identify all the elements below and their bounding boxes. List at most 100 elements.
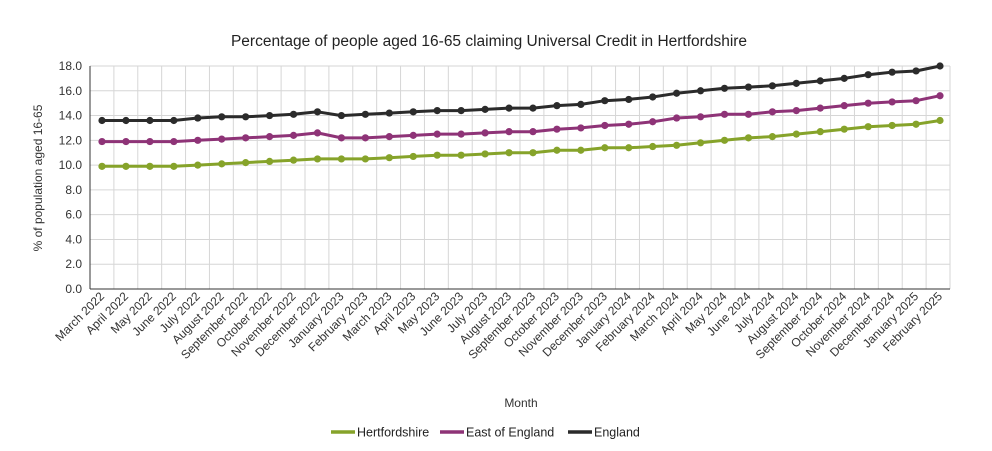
data-point-east-of-england: [816, 104, 824, 112]
data-point-east-of-england: [912, 97, 920, 105]
y-tick-label: 14.0: [59, 109, 83, 123]
data-point-hertfordshire: [792, 130, 800, 138]
data-point-hertfordshire: [194, 161, 202, 169]
data-point-east-of-england: [433, 130, 441, 138]
data-point-england: [242, 113, 250, 121]
y-tick-label: 18.0: [59, 59, 83, 73]
y-tick-label: 4.0: [65, 232, 82, 246]
data-point-hertfordshire: [146, 162, 154, 170]
y-tick-label: 10.0: [59, 158, 83, 172]
data-point-england: [266, 111, 274, 120]
chart-title: Percentage of people aged 16-65 claiming…: [231, 33, 747, 50]
data-point-hertfordshire: [313, 155, 322, 163]
data-point-east-of-england: [577, 124, 585, 132]
data-point-hertfordshire: [481, 150, 489, 158]
data-point-england: [481, 105, 489, 113]
data-point-east-of-england: [242, 134, 250, 142]
legend-label: East of England: [466, 426, 554, 440]
data-point-hertfordshire: [744, 134, 753, 142]
data-point-england: [505, 104, 513, 112]
data-point-east-of-england: [457, 130, 465, 138]
data-point-east-of-england: [840, 102, 848, 110]
data-point-england: [457, 107, 465, 115]
data-point-england: [768, 82, 777, 90]
data-point-hertfordshire: [218, 160, 226, 168]
data-point-hertfordshire: [361, 155, 369, 163]
y-tick-label: 16.0: [59, 84, 83, 98]
data-point-hertfordshire: [936, 116, 944, 125]
legend-item-hertfordshire: Hertfordshire: [331, 426, 429, 440]
data-point-east-of-england: [720, 110, 729, 118]
legend-item-east-of-england: East of England: [440, 426, 554, 440]
data-point-hertfordshire: [457, 151, 465, 159]
data-point-england: [816, 77, 824, 85]
y-tick-label: 2.0: [65, 257, 82, 271]
x-axis-label: Month: [504, 396, 537, 410]
data-point-east-of-england: [98, 137, 106, 146]
data-point-hertfordshire: [601, 144, 609, 152]
legend-item-england: England: [568, 426, 640, 440]
data-point-east-of-england: [194, 136, 202, 144]
y-tick-label: 8.0: [65, 183, 82, 197]
data-point-hertfordshire: [625, 144, 633, 152]
data-point-east-of-england: [936, 92, 944, 100]
data-point-east-of-england: [361, 134, 369, 142]
data-point-east-of-england: [266, 133, 274, 141]
data-point-england: [218, 113, 226, 121]
data-point-hertfordshire: [242, 159, 250, 167]
data-point-hertfordshire: [720, 136, 729, 144]
data-point-england: [888, 68, 896, 76]
data-point-england: [696, 87, 705, 95]
data-point-hertfordshire: [649, 142, 657, 151]
legend-label: England: [594, 426, 640, 440]
data-point-hertfordshire: [696, 139, 705, 147]
y-tick-label: 6.0: [65, 208, 82, 222]
data-point-england: [361, 110, 369, 118]
data-point-hertfordshire: [553, 146, 561, 154]
data-point-east-of-england: [409, 131, 417, 139]
data-point-england: [577, 100, 585, 109]
data-point-east-of-england: [888, 98, 896, 106]
data-point-east-of-england: [146, 137, 154, 146]
series-line-hertfordshire: [102, 119, 941, 168]
data-point-hertfordshire: [433, 151, 441, 159]
data-point-england: [912, 67, 920, 75]
data-point-england: [673, 89, 681, 97]
data-point-east-of-england: [481, 129, 489, 137]
series-lines: [102, 64, 941, 168]
data-point-england: [337, 111, 346, 120]
data-point-east-of-england: [529, 128, 537, 136]
series-line-england: [102, 64, 941, 122]
data-point-east-of-england: [696, 113, 705, 121]
data-point-hertfordshire: [337, 155, 346, 163]
data-point-east-of-england: [649, 118, 657, 126]
data-point-hertfordshire: [170, 162, 178, 170]
data-point-east-of-england: [625, 120, 633, 128]
data-point-east-of-england: [744, 110, 753, 118]
data-point-england: [385, 109, 393, 117]
data-point-hertfordshire: [768, 133, 777, 141]
data-point-england: [720, 84, 729, 92]
data-point-england: [313, 108, 322, 116]
data-point-hertfordshire: [673, 141, 681, 149]
data-point-hertfordshire: [840, 125, 848, 133]
legend: Hertfordshire East of England England: [331, 426, 640, 440]
data-point-england: [792, 79, 800, 87]
data-point-england: [553, 102, 561, 110]
grid-lines: [89, 65, 951, 290]
data-point-hertfordshire: [409, 152, 417, 161]
data-point-east-of-england: [313, 129, 322, 137]
data-point-hertfordshire: [577, 146, 585, 154]
data-point-england: [146, 116, 154, 125]
data-point-england: [122, 116, 130, 125]
y-axis-label: % of population aged 16-65: [31, 104, 45, 251]
data-point-england: [289, 110, 298, 118]
data-point-england: [170, 116, 178, 125]
data-point-england: [194, 114, 202, 122]
data-point-east-of-england: [385, 133, 393, 141]
data-point-east-of-england: [337, 134, 346, 142]
series-points: [98, 62, 944, 170]
data-point-east-of-england: [289, 131, 298, 139]
data-point-east-of-england: [553, 125, 561, 133]
